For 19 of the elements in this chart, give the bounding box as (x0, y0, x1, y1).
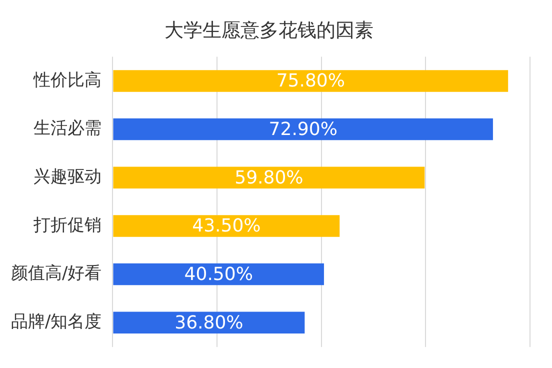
bar (113, 215, 340, 237)
y-tick-label: 品牌/知名度 (10, 312, 102, 332)
data-label: 40.50% (184, 264, 253, 285)
chart-title: 大学生愿意多花钱的因素 (164, 19, 374, 42)
y-tick-label: 性价比高 (32, 70, 102, 90)
data-label: 43.50% (192, 216, 261, 237)
data-label: 72.90% (268, 118, 338, 140)
data-label: 36.80% (174, 312, 244, 334)
y-tick-label: 颜值高/好看 (10, 264, 102, 284)
y-tick-label: 打折促销 (32, 215, 102, 236)
bar (113, 312, 305, 334)
bar (113, 118, 493, 140)
data-label: 59.80% (234, 167, 304, 188)
data-label: 75.80% (276, 70, 345, 92)
y-tick-label: 兴趣驱动 (34, 167, 102, 188)
y-tick-label: 生活必需 (34, 118, 102, 139)
bar (113, 263, 324, 286)
bar (113, 166, 425, 189)
bar (113, 70, 508, 92)
